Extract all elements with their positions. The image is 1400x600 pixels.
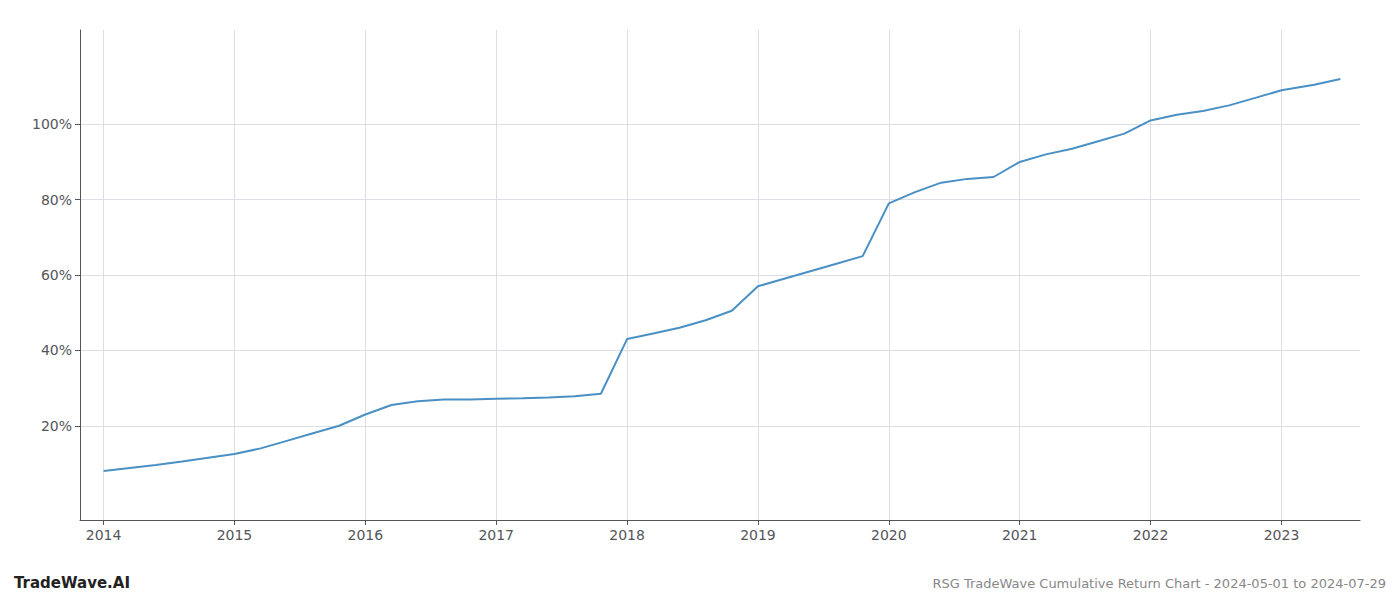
svg-text:2015: 2015	[217, 527, 253, 543]
svg-text:2021: 2021	[1002, 527, 1038, 543]
svg-text:2018: 2018	[609, 527, 645, 543]
svg-text:100%: 100%	[32, 116, 72, 132]
svg-text:2019: 2019	[740, 527, 776, 543]
svg-text:2017: 2017	[478, 527, 514, 543]
svg-text:RSG TradeWave Cumulative Retur: RSG TradeWave Cumulative Return Chart - …	[932, 576, 1386, 591]
svg-text:80%: 80%	[41, 192, 72, 208]
svg-text:2014: 2014	[86, 527, 122, 543]
svg-text:40%: 40%	[41, 342, 72, 358]
svg-text:2016: 2016	[347, 527, 383, 543]
svg-text:2022: 2022	[1133, 527, 1169, 543]
svg-text:20%: 20%	[41, 418, 72, 434]
svg-text:2023: 2023	[1264, 527, 1300, 543]
svg-text:2020: 2020	[871, 527, 907, 543]
svg-text:60%: 60%	[41, 267, 72, 283]
svg-text:TradeWave.AI: TradeWave.AI	[14, 574, 130, 592]
